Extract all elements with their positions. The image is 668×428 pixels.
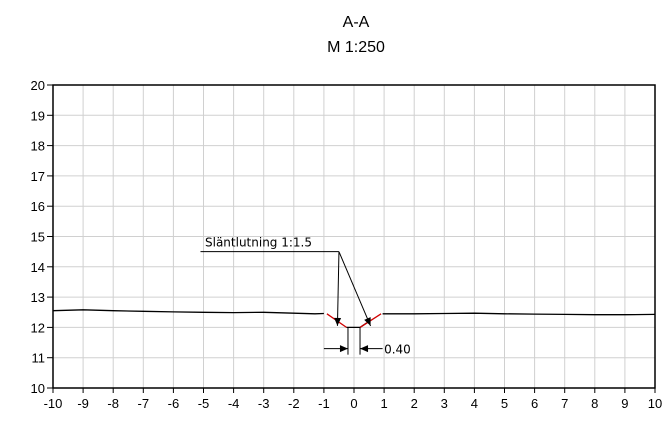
x-tick-label: 6 (531, 396, 538, 411)
profile-line (52, 309, 324, 315)
x-tick-label: -6 (168, 396, 180, 411)
x-tick-label: -1 (318, 396, 330, 411)
plot-frame (52, 84, 656, 389)
profile-line (382, 312, 656, 316)
scale-label: M 1:250 (327, 39, 385, 56)
grid (52, 84, 656, 389)
leader-line (338, 251, 372, 327)
section-title: A-A (343, 14, 370, 31)
width-label: 0.40 (384, 343, 411, 357)
y-tick-labels: 10 11 12 13 14 15 16 17 18 19 20 (31, 78, 45, 396)
x-tick-label: 5 (501, 396, 508, 411)
x-tick-label: -2 (288, 396, 300, 411)
leader-arrowhead (364, 317, 371, 326)
x-tick-label: 1 (380, 396, 387, 411)
x-tick-label: 9 (621, 396, 628, 411)
x-tick-label: -9 (77, 396, 89, 411)
y-tick-label: 16 (31, 199, 45, 214)
dimension-arrowhead (360, 345, 369, 353)
y-tick-label: 12 (31, 320, 45, 335)
y-tick-label: 15 (31, 230, 45, 245)
y-tick-label: 14 (31, 260, 45, 275)
x-tick-label: 4 (471, 396, 478, 411)
y-tick-label: 13 (31, 290, 45, 305)
y-tick-label: 20 (31, 78, 45, 93)
y-tick-label: 18 (31, 139, 45, 154)
x-tick-label: -8 (107, 396, 119, 411)
y-tick-label: 10 (31, 381, 45, 396)
x-tick-label: -10 (44, 396, 63, 411)
axis-ticks (47, 84, 656, 393)
y-tick-label: 19 (31, 108, 45, 123)
x-tick-label: 2 (411, 396, 418, 411)
dimension-arrowhead (339, 345, 348, 353)
x-tick-label: 0 (350, 396, 357, 411)
y-tick-label: 17 (31, 169, 45, 184)
x-tick-label: -4 (228, 396, 240, 411)
x-tick-label: -7 (138, 396, 150, 411)
profile-lines (52, 309, 656, 329)
x-tick-label: 3 (441, 396, 448, 411)
y-tick-label: 11 (32, 351, 46, 366)
x-tick-label: 10 (648, 396, 662, 411)
annotations: Släntlutning 1:1.5 0.40 (200, 236, 411, 357)
x-tick-label: -3 (258, 396, 270, 411)
leader-arrowhead (334, 317, 342, 326)
x-tick-label: 8 (591, 396, 598, 411)
leader-line (336, 251, 340, 326)
x-tick-label: 7 (561, 396, 568, 411)
slope-label: Släntlutning 1:1.5 (205, 236, 312, 250)
x-tick-label: -5 (198, 396, 210, 411)
x-tick-labels: -10 -9 -8 -7 -6 -5 -4 -3 -2 -1 0 1 2 3 4 5 6 7 8 9 10 (44, 396, 663, 411)
